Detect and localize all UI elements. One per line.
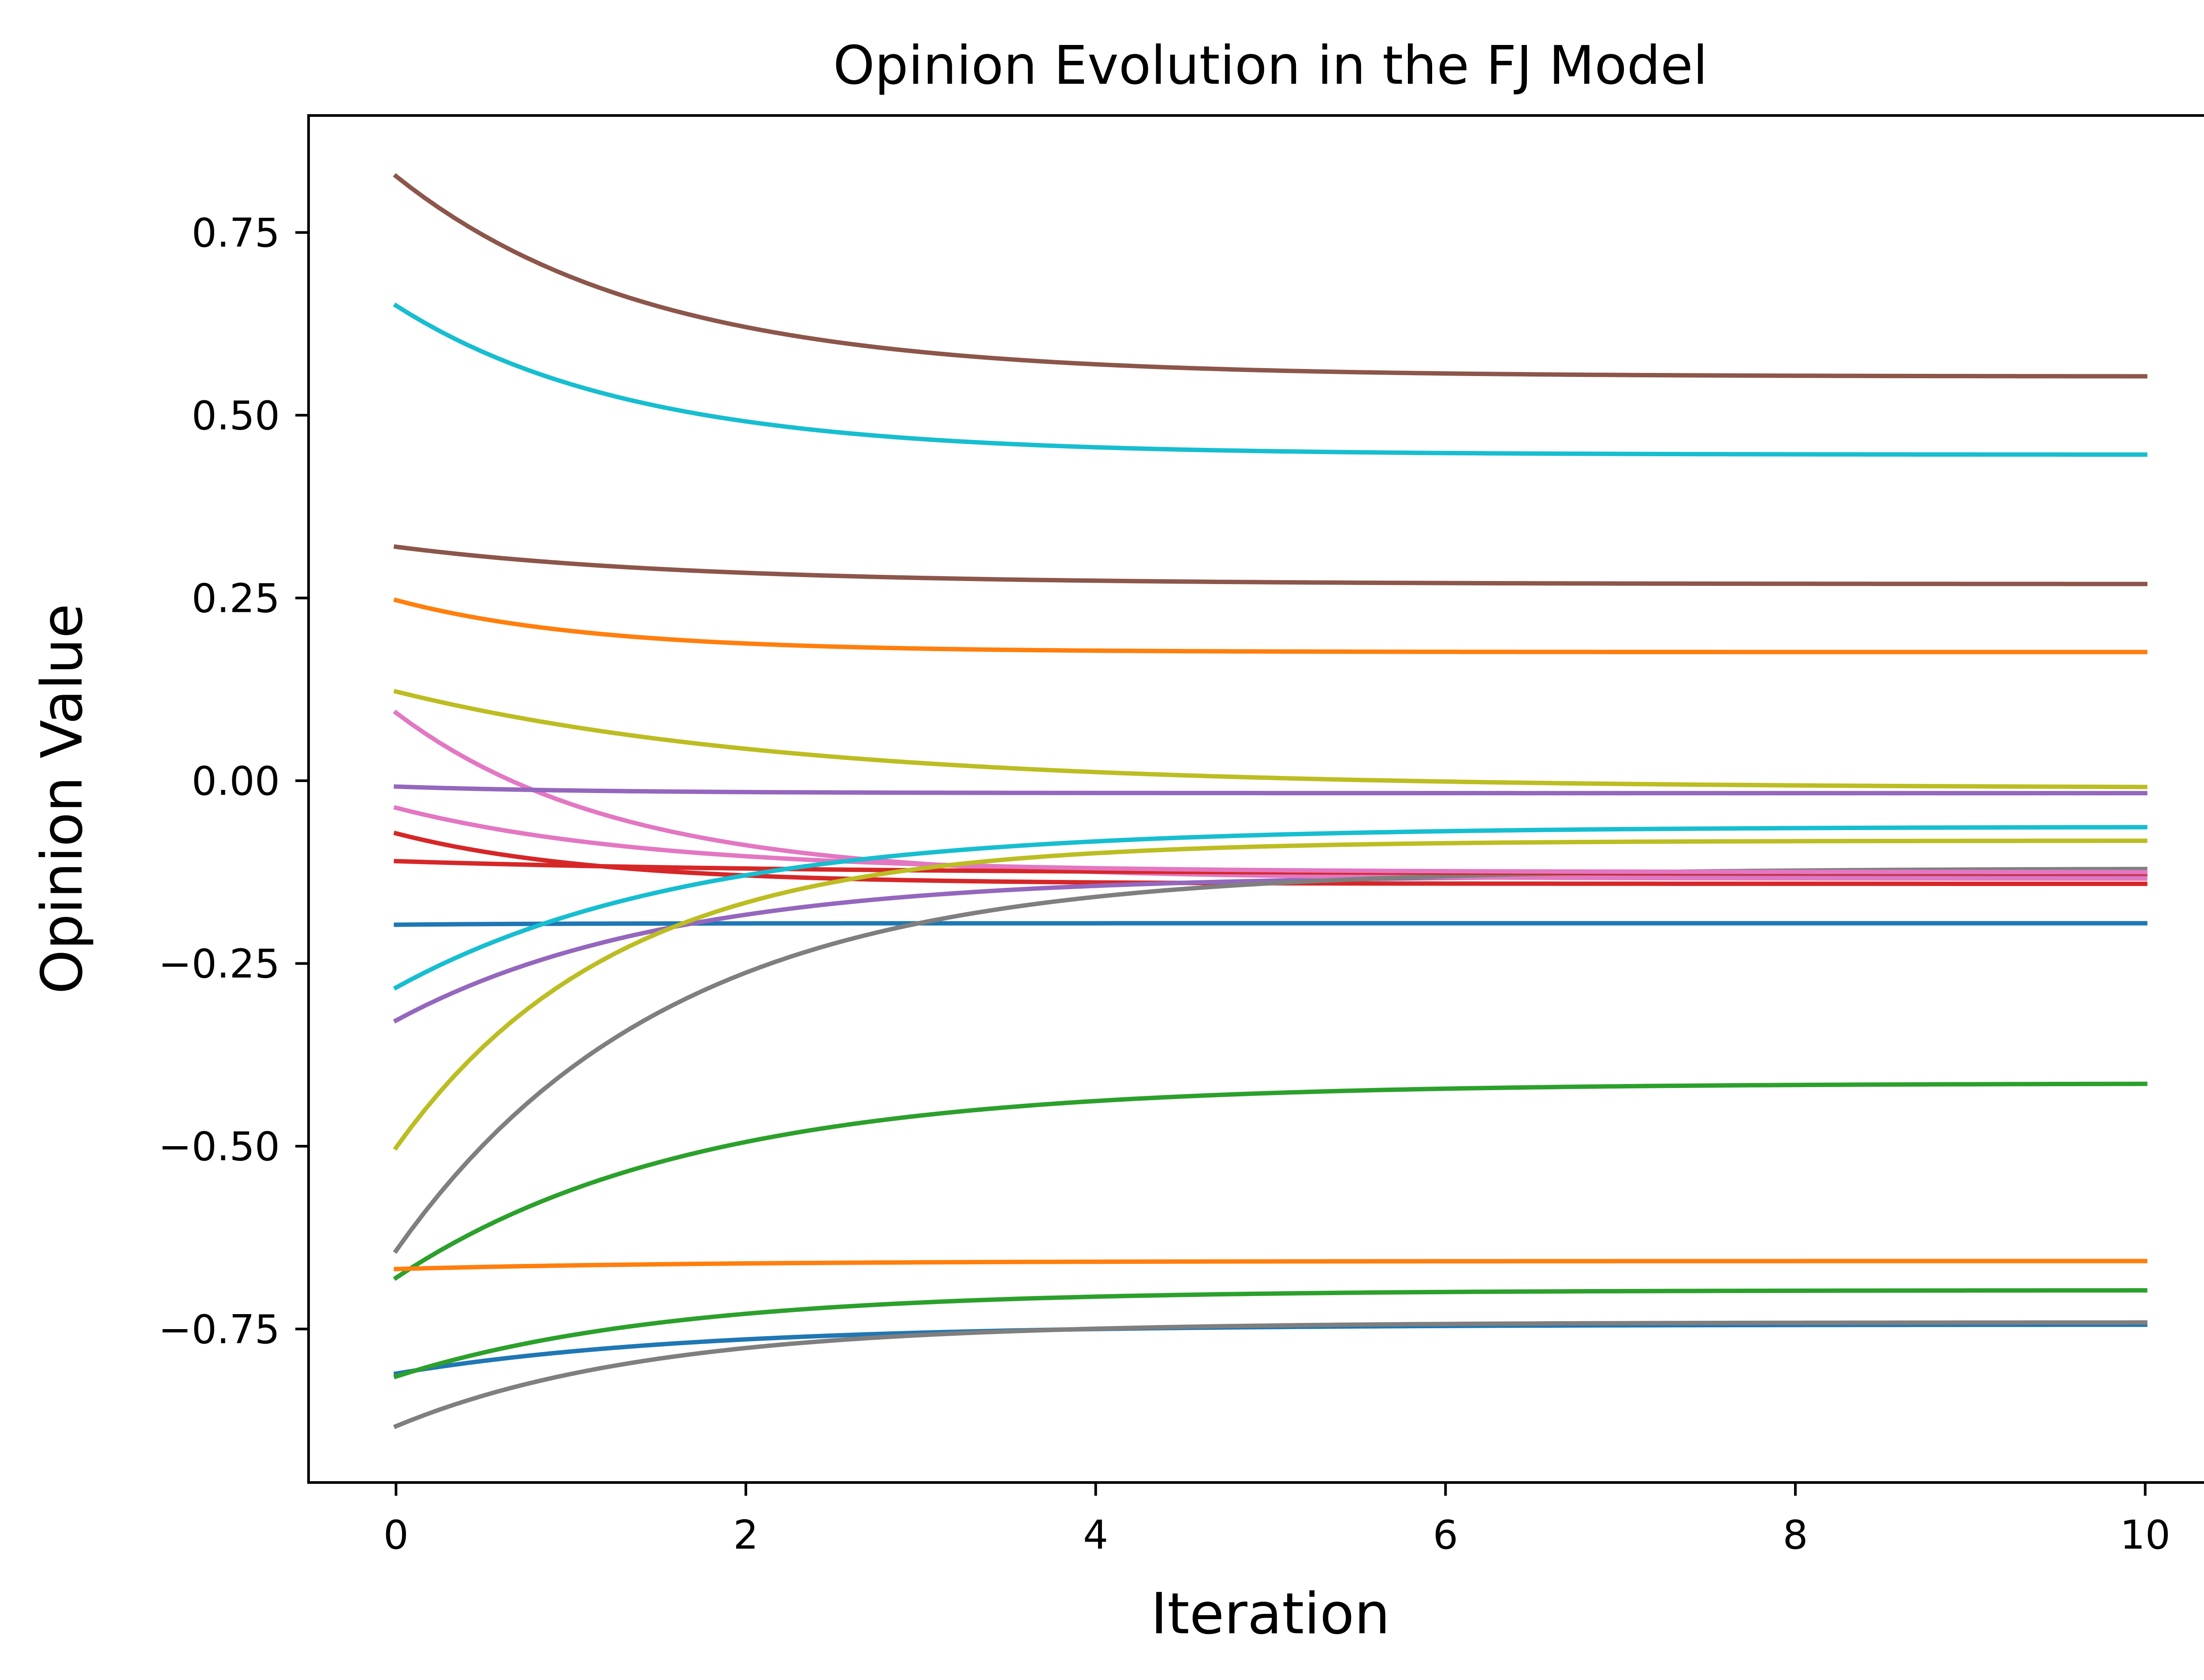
series-line-agent-9	[393, 689, 2148, 790]
series-line-agent-17	[393, 805, 2148, 875]
x-tick-label: 8	[1783, 1512, 1808, 1558]
chart-title: Opinion Evolution in the FJ Model	[833, 35, 1708, 97]
series-line-agent-16	[393, 544, 2148, 586]
x-axis-ticks: 0 2 4 6 8 10	[383, 1483, 2170, 1558]
y-tick-label: 0.25	[192, 575, 280, 622]
y-tick-label: 0.50	[192, 393, 280, 439]
x-tick-label: 2	[733, 1512, 758, 1558]
y-tick-label: −0.75	[158, 1307, 280, 1353]
series-line-agent-1	[394, 921, 2148, 927]
series-line-agent-6	[393, 173, 2148, 379]
series-line-agent-19	[393, 838, 2148, 1151]
x-tick-label: 10	[2120, 1512, 2170, 1558]
x-axis-label: Iteration	[1151, 1581, 1390, 1647]
y-axis-label: Opinion Value	[30, 603, 95, 994]
y-axis-ticks: 0.75 0.50 0.25 0.00 −0.25 −0.50 −0.75	[158, 210, 309, 1353]
series-line-agent-3	[393, 1081, 2148, 1281]
series-line-agent-13	[393, 1288, 2148, 1379]
y-tick-label: −0.50	[158, 1124, 280, 1170]
series-line-agent-5	[393, 873, 2148, 1024]
series-line-agent-20	[393, 825, 2148, 991]
series-line-agent-10	[393, 302, 2148, 457]
plot-frame	[307, 114, 2204, 1484]
series-line-agent-2	[393, 597, 2148, 655]
series-line-agent-15	[394, 784, 2148, 796]
series-line-agent-12	[394, 1259, 2148, 1271]
series-lines	[393, 173, 2148, 1429]
series-line-agent-18	[393, 1320, 2148, 1429]
x-tick-label: 4	[1083, 1512, 1108, 1558]
x-tick-label: 6	[1433, 1512, 1458, 1558]
y-tick-label: 0.00	[192, 758, 280, 805]
y-tick-label: −0.25	[158, 941, 280, 987]
series-line-agent-7	[393, 709, 2148, 881]
y-tick-label: 0.75	[192, 210, 280, 256]
x-tick-label: 0	[383, 1512, 409, 1558]
